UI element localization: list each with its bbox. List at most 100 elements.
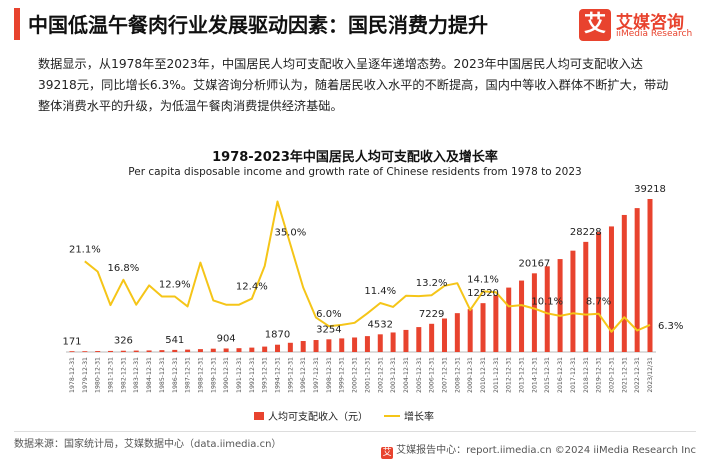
- growth-rate-data-label: 10.1%: [531, 296, 563, 307]
- chart-title: 1978-2023年中国居民人均可支配收入及增长率: [212, 150, 498, 165]
- income-data-label: 326: [114, 336, 133, 347]
- chart-subtitle: Per capita disposable income and growth …: [128, 166, 582, 178]
- income-bar: [95, 351, 101, 352]
- page-title: 中国低温午餐肉行业发展驱动因素：国民消费力提升: [28, 13, 488, 37]
- footer-credit-text: 艾媒报告中心：report.iimedia.cn ©2024 iiMedia R…: [396, 445, 696, 456]
- income-bar: [197, 349, 203, 352]
- x-tick-label: 1997-12-31: [313, 357, 320, 393]
- footer-credit: 艾艾媒报告中心：report.iimedia.cn ©2024 iiMedia …: [381, 441, 696, 459]
- x-tick-label: 1987-12-31: [185, 357, 192, 393]
- x-tick-label: 2020-12-31: [609, 357, 616, 393]
- legend-label-income: 人均可支配收入（元）: [268, 410, 368, 423]
- income-bar: [634, 208, 640, 352]
- income-bar: [82, 351, 88, 352]
- income-bar: [249, 347, 255, 352]
- income-bar: [454, 313, 460, 352]
- income-bar: [596, 232, 602, 352]
- income-bar: [236, 348, 242, 352]
- x-tick-label: 1982-12-31: [120, 357, 127, 393]
- x-tick-label: 2003-12-31: [390, 357, 397, 393]
- income-bar: [377, 334, 383, 352]
- x-tick-label: 1990-12-31: [223, 357, 230, 393]
- x-tick-label: 2006-12-31: [429, 357, 436, 393]
- income-bar: [441, 318, 447, 352]
- income-bar: [544, 266, 550, 352]
- income-bar: [172, 349, 178, 352]
- growth-rate-data-label: 14.1%: [467, 274, 499, 285]
- income-bar: [608, 226, 614, 352]
- x-tick-label: 2009-12-31: [467, 357, 474, 393]
- x-tick-label: 1981-12-31: [108, 357, 115, 393]
- x-tick-label: 1998-12-31: [326, 357, 333, 393]
- income-bar: [429, 323, 435, 352]
- income-data-label: 3254: [316, 324, 341, 335]
- income-data-label: 1870: [265, 330, 290, 341]
- x-tick-label: 2017-12-31: [570, 357, 577, 393]
- income-data-label: 12520: [467, 288, 499, 299]
- income-bar: [364, 336, 370, 352]
- income-bar: [647, 199, 653, 352]
- income-bar: [480, 303, 486, 352]
- x-tick-label: 2014-12-31: [531, 357, 538, 393]
- x-tick-label: 1984-12-31: [146, 357, 153, 393]
- x-tick-label: 2021-12-31: [621, 357, 628, 393]
- income-bar: [339, 338, 345, 352]
- growth-rate-data-label: 6.3%: [658, 321, 683, 332]
- income-bar: [493, 295, 499, 352]
- footer-divider: [14, 431, 696, 432]
- x-tick-label: 1989-12-31: [210, 357, 217, 393]
- income-bar: [467, 309, 473, 352]
- iimedia-logo: 艾 艾媒咨询 iiMedia Research: [579, 8, 703, 42]
- x-tick-label: 2018-12-31: [583, 357, 590, 393]
- x-tick-label: 1979-12-31: [82, 357, 89, 393]
- logo-text-en: iiMedia Research: [616, 29, 693, 39]
- income-data-label: 20167: [518, 258, 550, 269]
- growth-rate-data-label: 6.0%: [316, 309, 341, 320]
- income-bar: [300, 341, 306, 352]
- income-bar: [621, 214, 627, 352]
- growth-rate-data-label: 12.4%: [236, 282, 268, 293]
- x-tick-label: 1992-12-31: [249, 357, 256, 393]
- income-bar: [133, 350, 139, 352]
- income-data-label: 7229: [419, 309, 444, 320]
- growth-rate-data-label: 35.0%: [274, 228, 306, 239]
- x-tick-label: 1991-12-31: [236, 357, 243, 393]
- growth-rate-data-label: 21.1%: [69, 244, 101, 255]
- income-bar: [313, 340, 319, 352]
- income-data-label: 28228: [570, 227, 602, 238]
- income-bar: [403, 329, 409, 352]
- x-tick-label: 2004-12-31: [403, 357, 410, 393]
- legend-swatch-income: [254, 412, 264, 420]
- income-bar: [506, 287, 512, 352]
- income-bar: [557, 259, 563, 352]
- x-tick-label: 2016-12-31: [557, 357, 564, 393]
- x-tick-label: 1996-12-31: [300, 357, 307, 393]
- income-data-label: 541: [165, 335, 184, 346]
- income-bar: [416, 327, 422, 352]
- income-bar: [531, 273, 537, 352]
- data-source: 数据来源：国家统计局，艾媒数据中心（data.iimedia.cn）: [14, 439, 282, 450]
- x-tick-label: 2001-12-31: [364, 357, 371, 393]
- income-data-label: 4532: [368, 319, 393, 330]
- logo-mark: 艾: [579, 9, 611, 41]
- x-tick-label: 1983-12-31: [133, 357, 140, 393]
- growth-rate-data-label: 13.2%: [416, 278, 448, 289]
- income-bar: [185, 349, 191, 352]
- x-tick-label: 1978-12-31: [69, 357, 76, 393]
- income-bar: [352, 337, 358, 352]
- income-bar: [69, 351, 75, 352]
- income-bar: [262, 346, 268, 352]
- income-bar: [583, 241, 589, 352]
- legend-label-growth: 增长率: [404, 410, 434, 423]
- income-bar: [570, 250, 576, 352]
- income-bar: [120, 350, 126, 352]
- x-tick-label: 2015-12-31: [544, 357, 551, 393]
- growth-rate-data-label: 16.8%: [107, 263, 139, 274]
- income-data-label: 39218: [634, 184, 666, 195]
- growth-rate-data-label: 12.9%: [159, 280, 191, 291]
- x-tick-label: 1985-12-31: [159, 357, 166, 393]
- income-data-label: 904: [217, 333, 236, 344]
- income-bar: [275, 344, 281, 352]
- x-tick-label: 2010-12-31: [480, 357, 487, 393]
- x-tick-label: 1995-12-31: [287, 357, 294, 393]
